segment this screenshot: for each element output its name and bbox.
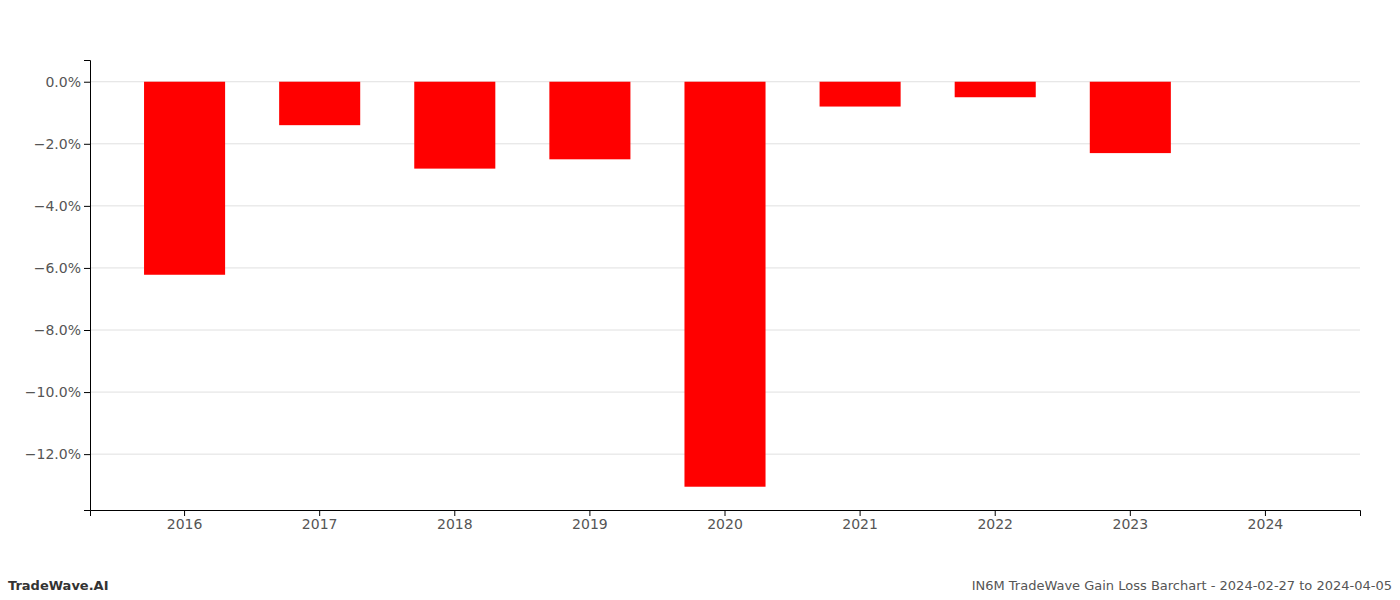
x-tick: 2024 xyxy=(1248,510,1284,532)
y-tick-label: 0.0% xyxy=(45,74,81,90)
bar xyxy=(144,82,225,275)
x-tick-label: 2019 xyxy=(572,516,608,532)
y-tick: −12.0% xyxy=(25,446,90,462)
bar xyxy=(549,82,630,160)
y-tick: −6.0% xyxy=(34,260,90,276)
y-tick-mark xyxy=(84,392,90,393)
y-tick-mark xyxy=(84,82,90,83)
x-tick: 2023 xyxy=(1112,510,1148,532)
y-tick: −8.0% xyxy=(34,322,90,338)
x-tick-label: 2020 xyxy=(707,516,743,532)
bar xyxy=(1090,82,1171,153)
y-tick-label: −4.0% xyxy=(34,198,81,214)
plot-area: 2016 2017 2018 2019 2020 2021 2022 2023 2024 0.0%… xyxy=(25,61,1361,532)
x-tick-label: 2024 xyxy=(1248,516,1284,532)
x-tick: 2017 xyxy=(302,510,338,532)
y-tick-label: −2.0% xyxy=(34,136,81,152)
x-tick-label: 2017 xyxy=(302,516,338,532)
y-tick: −4.0% xyxy=(34,198,90,214)
bar xyxy=(414,82,495,169)
y-tick: 0.0% xyxy=(45,74,90,90)
bar xyxy=(955,82,1036,98)
chart-svg: 2016 2017 2018 2019 2020 2021 2022 2023 2024 0.0%… xyxy=(0,0,1400,600)
y-tick-label: −6.0% xyxy=(34,260,81,276)
footer-left: TradeWave.AI xyxy=(8,578,109,593)
y-tick-label: −12.0% xyxy=(25,446,81,462)
bar xyxy=(684,82,765,487)
x-tick-label: 2021 xyxy=(842,516,878,532)
x-tick-label: 2023 xyxy=(1112,516,1148,532)
footer-right: IN6M TradeWave Gain Loss Barchart - 2024… xyxy=(972,578,1392,593)
x-tick-label: 2016 xyxy=(167,516,203,532)
y-tick-label: −10.0% xyxy=(25,384,81,400)
y-axis-line xyxy=(84,61,91,511)
y-tick-label: −8.0% xyxy=(34,322,81,338)
x-tick: 2020 xyxy=(707,510,743,532)
x-tick: 2021 xyxy=(842,510,878,532)
x-tick: 2018 xyxy=(437,510,473,532)
y-tick: −2.0% xyxy=(34,136,90,152)
x-tick-label: 2018 xyxy=(437,516,473,532)
y-tick-mark xyxy=(84,454,90,455)
y-tick-mark xyxy=(84,144,90,145)
y-tick: −10.0% xyxy=(25,384,90,400)
y-tick-mark xyxy=(84,330,90,331)
y-tick-mark xyxy=(84,268,90,269)
x-tick: 2016 xyxy=(167,510,203,532)
x-tick: 2022 xyxy=(977,510,1013,532)
bar xyxy=(279,82,360,125)
y-axis: 0.0% −2.0% −4.0% −6.0% −8.0% −10.0% −12.0% xyxy=(25,61,91,511)
bar xyxy=(820,82,901,107)
x-tick: 2019 xyxy=(572,510,608,532)
x-axis: 2016 2017 2018 2019 2020 2021 2022 2023 2024 xyxy=(91,510,1361,532)
bars xyxy=(144,82,1171,487)
y-tick-mark xyxy=(84,206,90,207)
x-tick-label: 2022 xyxy=(977,516,1013,532)
